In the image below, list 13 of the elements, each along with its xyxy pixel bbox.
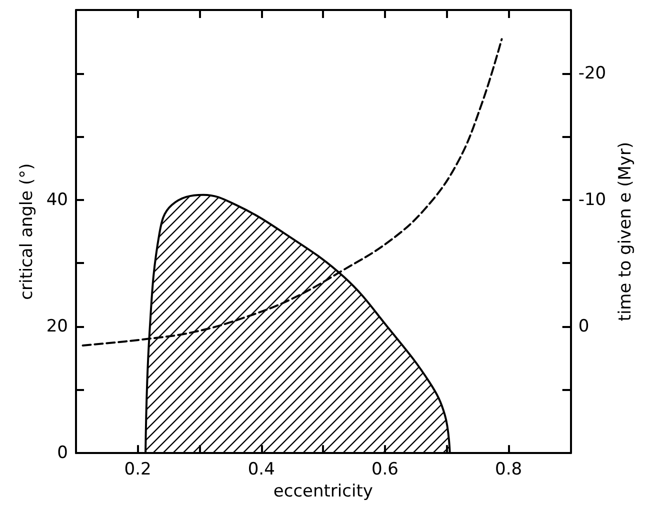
y-tick-label: 40 [46,190,68,210]
y-tick-label: 20 [46,316,68,336]
x-tick-label: 0.8 [495,460,522,480]
y2-axis-title: time to given e (Myr) [616,142,636,322]
x-tick-label: 0.2 [124,460,152,480]
y2-tick-label: -10 [578,190,606,210]
y2-tick-label: -20 [578,63,606,84]
x-axis-title: eccentricity [273,482,373,502]
x-tick-label: 0.6 [371,460,398,480]
x-tick-label: 0.4 [248,460,275,480]
y-axis-title: critical angle (°) [16,163,37,300]
y2-tick-label: 0 [578,316,590,336]
y-tick-label: 0 [57,443,68,464]
